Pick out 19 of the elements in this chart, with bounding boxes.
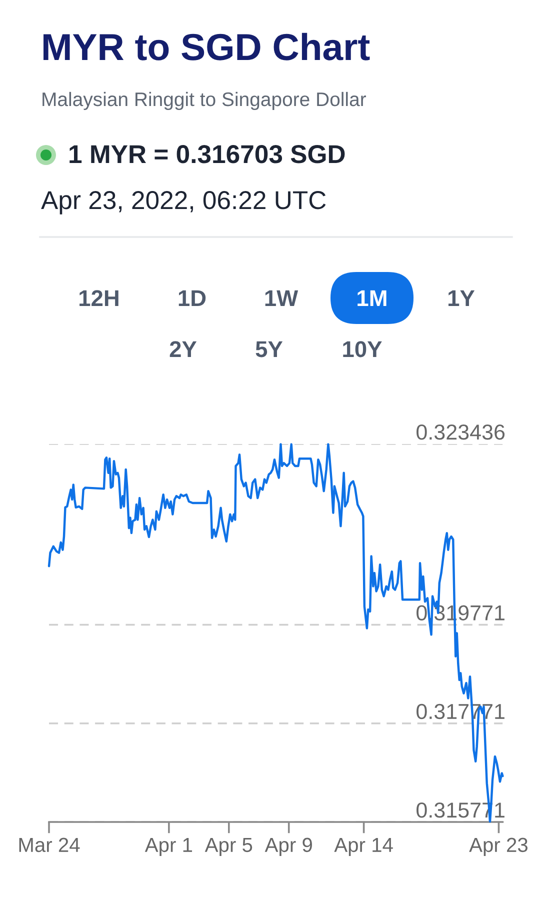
x-tick-label: Apr 5	[204, 838, 252, 856]
text: 1W	[265, 290, 298, 306]
text: 1M	[358, 290, 386, 306]
text: 1 MYR = 0.316703 SGD	[70, 145, 345, 164]
x-tick-label: Apr 1	[144, 838, 192, 856]
x-tick-label: Apr 9	[264, 838, 312, 856]
text: Apr 23, 2022, 06:22 UTC	[41, 191, 326, 214]
text: 10Y	[343, 341, 382, 358]
text: 1D	[178, 290, 206, 306]
x-tick-label: Mar 24	[19, 838, 80, 852]
text: 1Y	[448, 290, 475, 306]
x-tick-label: Apr 14	[334, 838, 393, 856]
text: 5Y	[256, 341, 283, 358]
chart-subtitle: Malaysian Ringgit to Singapore Dollar	[42, 92, 366, 110]
y-tick-label: 0.323436	[416, 424, 505, 440]
text: 2Y	[170, 341, 197, 357]
chart-title: MYR to SGD Chart	[44, 32, 370, 60]
x-tick-label: Apr 23	[469, 838, 528, 856]
text: 12H	[80, 290, 118, 306]
